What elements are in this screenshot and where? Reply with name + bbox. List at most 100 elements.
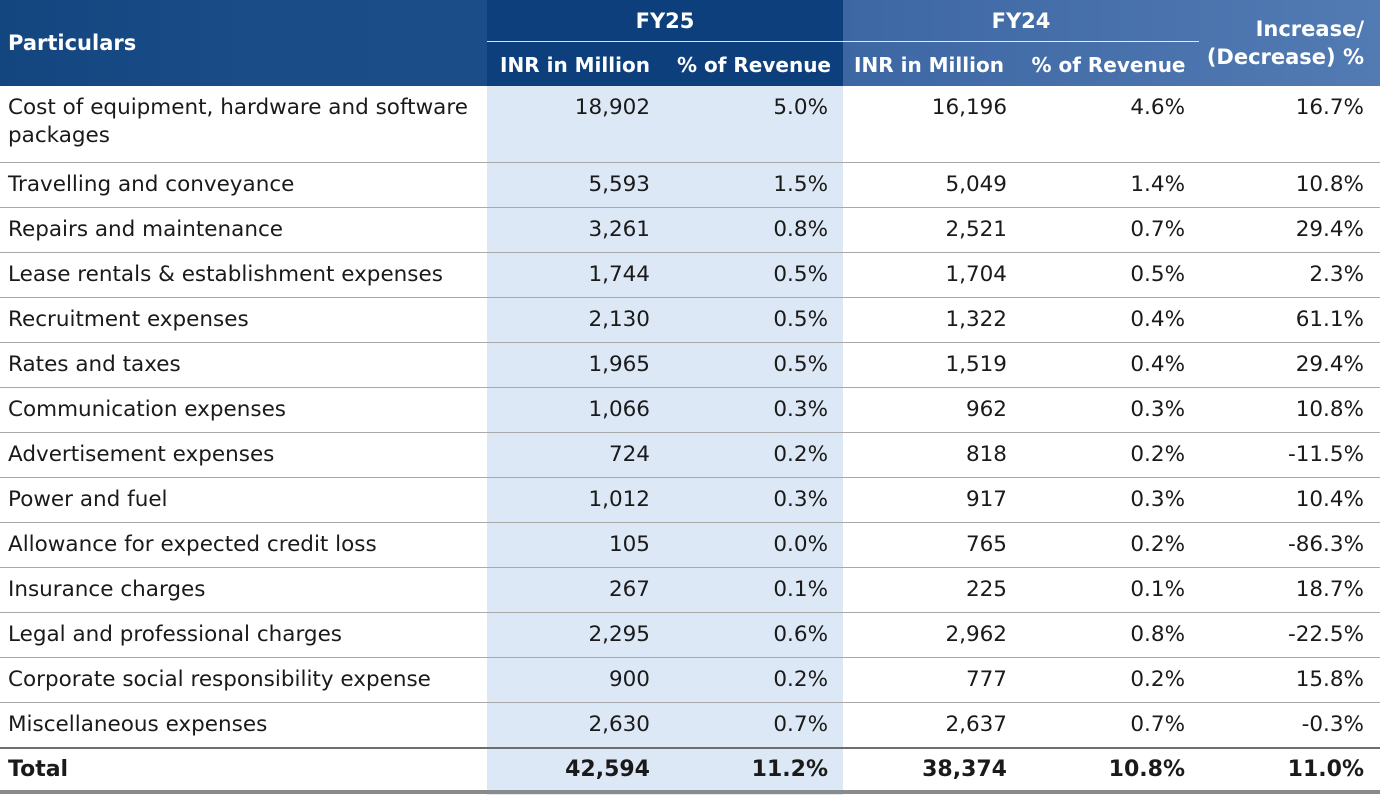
fy25-column-shade: [487, 86, 843, 795]
fy24-inr-cell: 818: [965, 442, 1007, 467]
table-row: Communication expenses 1,066 0.3% 962 0.…: [0, 388, 1380, 433]
change-cell: 29.4%: [1295, 217, 1364, 242]
row-label: Legal and professional charges: [8, 622, 343, 647]
row-label: Repairs and maintenance: [8, 217, 284, 242]
fy24-pct-cell: 0.8%: [1130, 622, 1185, 647]
fy25-header: FY25: [635, 9, 695, 33]
change-cell: 16.7%: [1295, 95, 1364, 120]
row-label: Travelling and conveyance: [8, 172, 295, 197]
fy25-pct-cell: 0.6%: [773, 622, 828, 647]
total-label: Total: [8, 757, 69, 782]
table-row: Recruitment expenses 2,130 0.5% 1,322 0.…: [0, 298, 1380, 343]
fy24-pct-cell: 0.4%: [1130, 307, 1185, 332]
row-label: Insurance charges: [8, 577, 206, 602]
fy25-inr-cell: 1,744: [588, 262, 650, 287]
table-row: Cost of equipment, hardware and software…: [0, 86, 1380, 163]
fy24-inr-cell: 765: [965, 532, 1007, 557]
fy24-divider: [843, 41, 1199, 42]
fy25-inr-cell: 5,593: [588, 172, 650, 197]
fy25-inr-cell: 267: [608, 577, 650, 602]
fy25-inr-cell: 2,630: [588, 712, 650, 737]
fy24-pct-cell: 0.7%: [1130, 712, 1185, 737]
table-row: Repairs and maintenance 3,261 0.8% 2,521…: [0, 208, 1380, 253]
fy24-pct-cell: 0.4%: [1130, 352, 1185, 377]
fy25-inr-cell: 2,295: [588, 622, 650, 647]
change-cell: -0.3%: [1301, 712, 1364, 737]
fy24-inr-cell: 1,704: [945, 262, 1007, 287]
total-change: 11.0%: [1287, 757, 1364, 782]
row-label: Cost of equipment, hardware and software…: [8, 95, 468, 148]
row-label: Advertisement expenses: [8, 442, 275, 467]
fy24-header: FY24: [991, 9, 1051, 33]
fy25-pct-cell: 0.3%: [773, 397, 828, 422]
fy25-pct-cell: 0.2%: [773, 667, 828, 692]
fy25-inr-cell: 1,012: [588, 487, 650, 512]
table-row: Power and fuel 1,012 0.3% 917 0.3% 10.4%: [0, 478, 1380, 523]
total-fy25-inr: 42,594: [565, 757, 650, 782]
fy25-pct-cell: 0.1%: [773, 577, 828, 602]
change-cell: 10.8%: [1295, 172, 1364, 197]
row-label: Recruitment expenses: [8, 307, 249, 332]
total-fy25-pct: 11.2%: [751, 757, 828, 782]
change-cell: 2.3%: [1309, 262, 1364, 287]
fy24-pct-cell: 0.5%: [1130, 262, 1185, 287]
fy24-pct-cell: 0.7%: [1130, 217, 1185, 242]
fy25-pct-cell: 0.7%: [773, 712, 828, 737]
fy25-inr-cell: 105: [608, 532, 650, 557]
fy24-pct-cell: 0.2%: [1130, 667, 1185, 692]
fy25-inr-cell: 724: [608, 442, 650, 467]
fy24-pct-cell: 0.2%: [1130, 532, 1185, 557]
fy24-inr-cell: 2,521: [945, 217, 1007, 242]
table-row: Rates and taxes 1,965 0.5% 1,519 0.4% 29…: [0, 343, 1380, 388]
change-cell: 18.7%: [1295, 577, 1364, 602]
row-label: Allowance for expected credit loss: [8, 532, 377, 557]
fy25-pct-cell: 0.5%: [773, 262, 828, 287]
fy24-inr-cell: 5,049: [945, 172, 1007, 197]
table-row: Allowance for expected credit loss 105 0…: [0, 523, 1380, 568]
fy25-inr-cell: 1,066: [588, 397, 650, 422]
fy25-pct-cell: 0.5%: [773, 307, 828, 332]
total-fy24-inr: 38,374: [922, 757, 1007, 782]
fy24-pct-cell: 1.4%: [1130, 172, 1185, 197]
total-row: Total 42,594 11.2% 38,374 10.8% 11.0%: [0, 747, 1380, 794]
table-row: Legal and professional charges 2,295 0.6…: [0, 613, 1380, 658]
fy25-inr-cell: 2,130: [588, 307, 650, 332]
fy25-pct-cell: 0.3%: [773, 487, 828, 512]
fy25-inr-cell: 900: [608, 667, 650, 692]
particulars-header: Particulars: [8, 31, 137, 55]
table-row: Lease rentals & establishment expenses 1…: [0, 253, 1380, 298]
fy24-pct-cell: 0.2%: [1130, 442, 1185, 467]
fy24-pct-cell: 4.6%: [1130, 95, 1185, 120]
fy25-pct-cell: 5.0%: [773, 95, 828, 120]
fy25-pct-cell: 0.2%: [773, 442, 828, 467]
total-fy24-pct: 10.8%: [1108, 757, 1185, 782]
fy24-inr-cell: 1,519: [945, 352, 1007, 377]
change-cell: 61.1%: [1295, 307, 1364, 332]
fy25-pct-header: % of Revenue: [676, 53, 831, 77]
fy24-inr-cell: 777: [965, 667, 1007, 692]
fy25-header-band: [487, 0, 843, 86]
change-cell: 10.4%: [1295, 487, 1364, 512]
table-header: Particulars FY25 FY24 Increase/ (Decreas…: [0, 0, 1380, 86]
table-row: Travelling and conveyance 5,593 1.5% 5,0…: [0, 163, 1380, 208]
table-row: Insurance charges 267 0.1% 225 0.1% 18.7…: [0, 568, 1380, 613]
row-label: Corporate social responsibility expense: [8, 667, 431, 692]
fy25-inr-cell: 1,965: [588, 352, 650, 377]
table-row: Advertisement expenses 724 0.2% 818 0.2%…: [0, 433, 1380, 478]
row-label: Rates and taxes: [8, 352, 181, 377]
fy25-inr-cell: 3,261: [588, 217, 650, 242]
fy24-inr-cell: 962: [965, 397, 1007, 422]
fy24-inr-header: INR in Million: [854, 53, 1004, 77]
change-cell: 10.8%: [1295, 397, 1364, 422]
fy25-inr-header: INR in Million: [500, 53, 650, 77]
fy24-pct-cell: 0.1%: [1130, 577, 1185, 602]
fy24-inr-cell: 225: [965, 577, 1007, 602]
increase-header-line1: Increase/: [1255, 17, 1364, 41]
fy24-inr-cell: 16,196: [931, 95, 1007, 120]
header-background-right: [843, 0, 1380, 86]
row-label: Communication expenses: [8, 397, 286, 422]
increase-header-line2: (Decrease) %: [1206, 45, 1364, 69]
fy24-inr-cell: 2,637: [945, 712, 1007, 737]
change-cell: -22.5%: [1287, 622, 1364, 647]
